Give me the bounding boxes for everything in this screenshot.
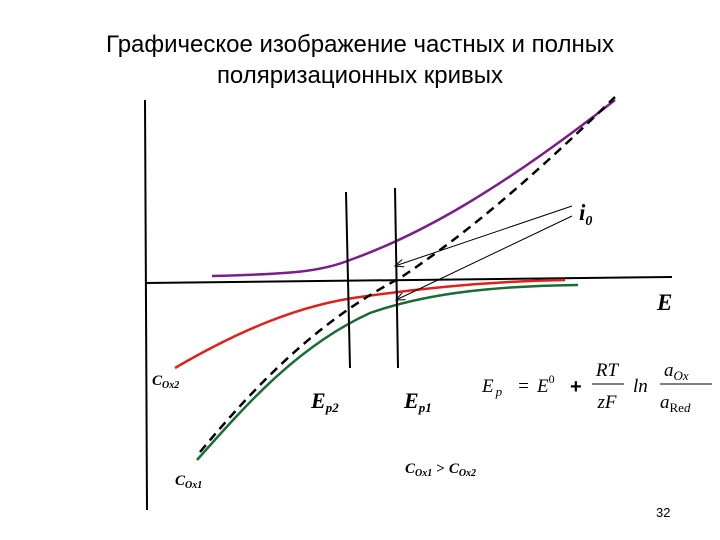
fraction-denominator: zF	[597, 392, 617, 413]
subscript: p1	[418, 400, 432, 415]
subscript: Ox	[674, 368, 689, 383]
subscript: Re	[670, 400, 685, 415]
horizontal-axis	[144, 276, 673, 284]
symbol: E	[536, 376, 549, 397]
symbol: E	[481, 376, 494, 397]
superscript: 0	[549, 372, 555, 386]
e0: E0	[536, 372, 555, 397]
arrow	[396, 215, 573, 300]
plus: +	[570, 376, 582, 398]
subscript: Ox2	[459, 468, 476, 479]
subscript: Ox1	[415, 468, 432, 479]
comparison-label: COx1 > COx2	[405, 461, 476, 479]
symbol: E	[310, 388, 326, 413]
ep2-label: Ep2	[310, 388, 339, 415]
arrow	[395, 205, 573, 266]
symbol: C	[152, 373, 163, 389]
title-line: Графическое изображение частных и полных	[106, 31, 614, 58]
ln: ln	[633, 376, 648, 397]
green-curve	[196, 283, 579, 461]
symbol: i	[579, 200, 586, 225]
subscript: p	[495, 384, 503, 399]
operator: >	[436, 461, 445, 477]
red-curve	[174, 278, 566, 370]
title-line: поляризационных кривых	[217, 62, 503, 89]
activity-numerator: aOx	[664, 360, 689, 383]
ep1-line	[394, 187, 399, 369]
activity-denominator: aRed	[660, 392, 691, 415]
fraction-numerator: RT	[595, 360, 620, 381]
cox2-label: COx2	[152, 373, 179, 391]
e-axis-label: E	[656, 290, 672, 315]
symbol: C	[449, 461, 460, 477]
symbol: a	[660, 392, 670, 413]
subscript: Ox2	[162, 380, 179, 391]
i0-label: i0	[579, 200, 592, 229]
symbol: E	[403, 388, 419, 413]
subscript: 0	[585, 214, 592, 229]
subscript: d	[684, 400, 691, 415]
ep2-line	[345, 191, 351, 369]
symbol: C	[175, 473, 186, 489]
cox1-label: COx1	[175, 473, 202, 491]
page-number: 32	[656, 505, 670, 520]
subscript: p2	[325, 400, 340, 415]
equals: =	[517, 376, 530, 397]
subscript: Ox1	[185, 480, 202, 491]
symbol: a	[664, 360, 674, 381]
ep1-label: Ep1	[403, 388, 432, 415]
vertical-axis	[144, 99, 148, 511]
symbol: C	[405, 461, 416, 477]
total-curve	[211, 99, 616, 278]
